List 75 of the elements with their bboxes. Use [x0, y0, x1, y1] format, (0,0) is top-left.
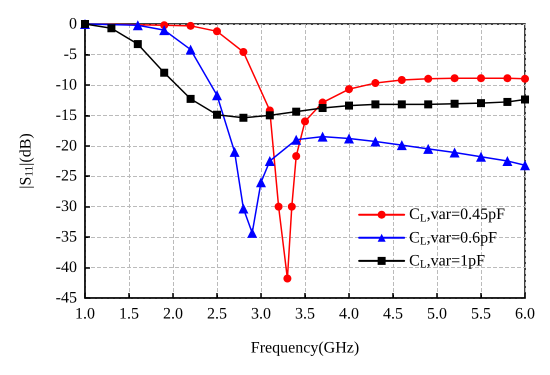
point [212, 90, 222, 100]
point [503, 98, 512, 106]
x-tick-label: 4.5 [383, 306, 403, 322]
point [288, 202, 296, 211]
y-tick-label: -20 [56, 137, 77, 154]
y-tick-label: -40 [56, 259, 77, 276]
point [256, 177, 266, 188]
x-tick-label: 6.0 [515, 306, 535, 322]
point [371, 100, 380, 108]
point [476, 152, 486, 162]
point [396, 140, 407, 150]
x-tick-label: 1.0 [75, 306, 95, 322]
y-tick-label: -30 [56, 198, 77, 216]
point [186, 94, 195, 103]
point [503, 74, 512, 82]
x-tick-label: 5.0 [427, 306, 447, 322]
point [186, 44, 196, 55]
x-axis-title: Frequency(GHz) [250, 340, 360, 356]
x-tick-label: 3.5 [295, 306, 315, 322]
y-tick-label: -10 [56, 76, 77, 94]
point [424, 74, 432, 83]
point [371, 79, 380, 88]
point [159, 25, 170, 36]
point [423, 144, 434, 154]
point [160, 68, 168, 77]
point [283, 274, 292, 283]
point [450, 74, 459, 82]
point [370, 136, 380, 147]
y-tick-label: 0 [69, 16, 77, 32]
point [134, 40, 142, 48]
point [239, 114, 248, 122]
point [107, 24, 116, 32]
point [450, 147, 460, 158]
point [502, 156, 512, 166]
y-tick-label: -45 [56, 290, 77, 306]
x-tick-label: 5.5 [471, 306, 491, 322]
point [345, 85, 353, 94]
point [230, 146, 240, 157]
point [398, 76, 406, 84]
point [521, 96, 529, 104]
point [318, 132, 328, 142]
point [450, 100, 459, 108]
x-tick-label: 1.5 [119, 306, 139, 322]
x-tick-label: 2.0 [163, 306, 183, 322]
point [424, 100, 432, 108]
y-tick-label: -15 [56, 106, 77, 124]
point [238, 203, 248, 214]
y-axis-title: |S11|(dB) [17, 133, 36, 189]
point [301, 117, 309, 126]
point [292, 152, 300, 160]
point [291, 134, 302, 145]
point [274, 202, 283, 211]
point [213, 110, 221, 119]
point [398, 100, 406, 108]
point [186, 22, 195, 30]
point [344, 133, 354, 144]
point [345, 102, 353, 110]
point [520, 160, 530, 170]
y-tick-label: -5 [64, 46, 77, 63]
x-tick-label: 3.0 [251, 306, 271, 322]
point [292, 108, 300, 116]
point [266, 111, 274, 120]
point [247, 228, 258, 238]
y-tick-label: -25 [56, 168, 77, 185]
point [213, 27, 221, 36]
point [132, 20, 143, 30]
point [477, 99, 485, 108]
x-tick-label: 4.0 [339, 306, 359, 322]
point [477, 74, 485, 82]
point [318, 104, 327, 112]
point [239, 48, 248, 56]
x-tick-label: 2.5 [207, 306, 227, 322]
y-tick-label: -35 [56, 228, 77, 246]
point [264, 156, 275, 166]
point [521, 74, 529, 83]
